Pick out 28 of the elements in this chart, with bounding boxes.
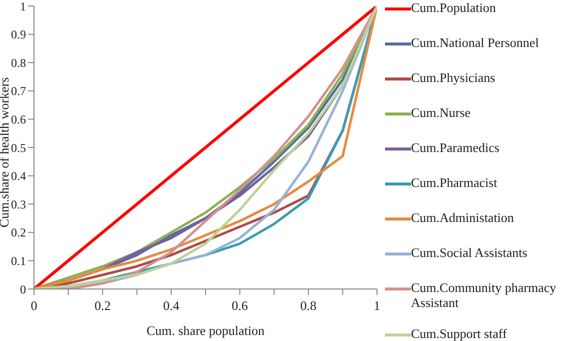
y-tick-label: 1 bbox=[20, 0, 26, 14]
legend-label: Cum.Physicians bbox=[411, 70, 496, 85]
legend-label: Cum.Nurse bbox=[411, 105, 471, 120]
y-tick-label: 0.3 bbox=[11, 197, 26, 212]
legend-label: Cum.Social Assistants bbox=[411, 245, 528, 260]
legend-label: Cum.Administation bbox=[411, 210, 514, 225]
y-tick-label: 0.9 bbox=[11, 28, 26, 42]
y-tick-label: 0.8 bbox=[11, 56, 26, 70]
y-tick-label: 0.5 bbox=[11, 140, 26, 155]
x-tick-label: 0.6 bbox=[232, 298, 248, 314]
legend-label: Cum.Pharmacist bbox=[411, 175, 498, 190]
x-tick-label: 0.2 bbox=[94, 298, 111, 314]
y-tick-label: 0 bbox=[20, 282, 26, 296]
legend-label: Cum.National Personnel bbox=[411, 35, 539, 50]
x-tick-label: 0.8 bbox=[300, 298, 317, 314]
x-tick-label: 0 bbox=[30, 298, 38, 314]
y-tick-label: 0.4 bbox=[11, 169, 26, 184]
legend-label: Cum.Support staff bbox=[411, 326, 507, 341]
x-tick-label: 0.4 bbox=[163, 298, 180, 314]
y-tick-label: 0.2 bbox=[11, 226, 26, 240]
y-tick-label: 0.7 bbox=[11, 84, 26, 98]
y-tick-label: 0.1 bbox=[11, 254, 26, 268]
legend-label: Cum.Population bbox=[411, 0, 496, 15]
legend-label: Cum.Paramedics bbox=[411, 140, 500, 155]
y-tick-label: 0.6 bbox=[11, 112, 26, 126]
x-axis-title: Cum. share population bbox=[146, 323, 266, 338]
x-tick-label: 1 bbox=[374, 298, 380, 314]
legend-label: Cum.Community pharmacy Assistant bbox=[411, 280, 558, 310]
